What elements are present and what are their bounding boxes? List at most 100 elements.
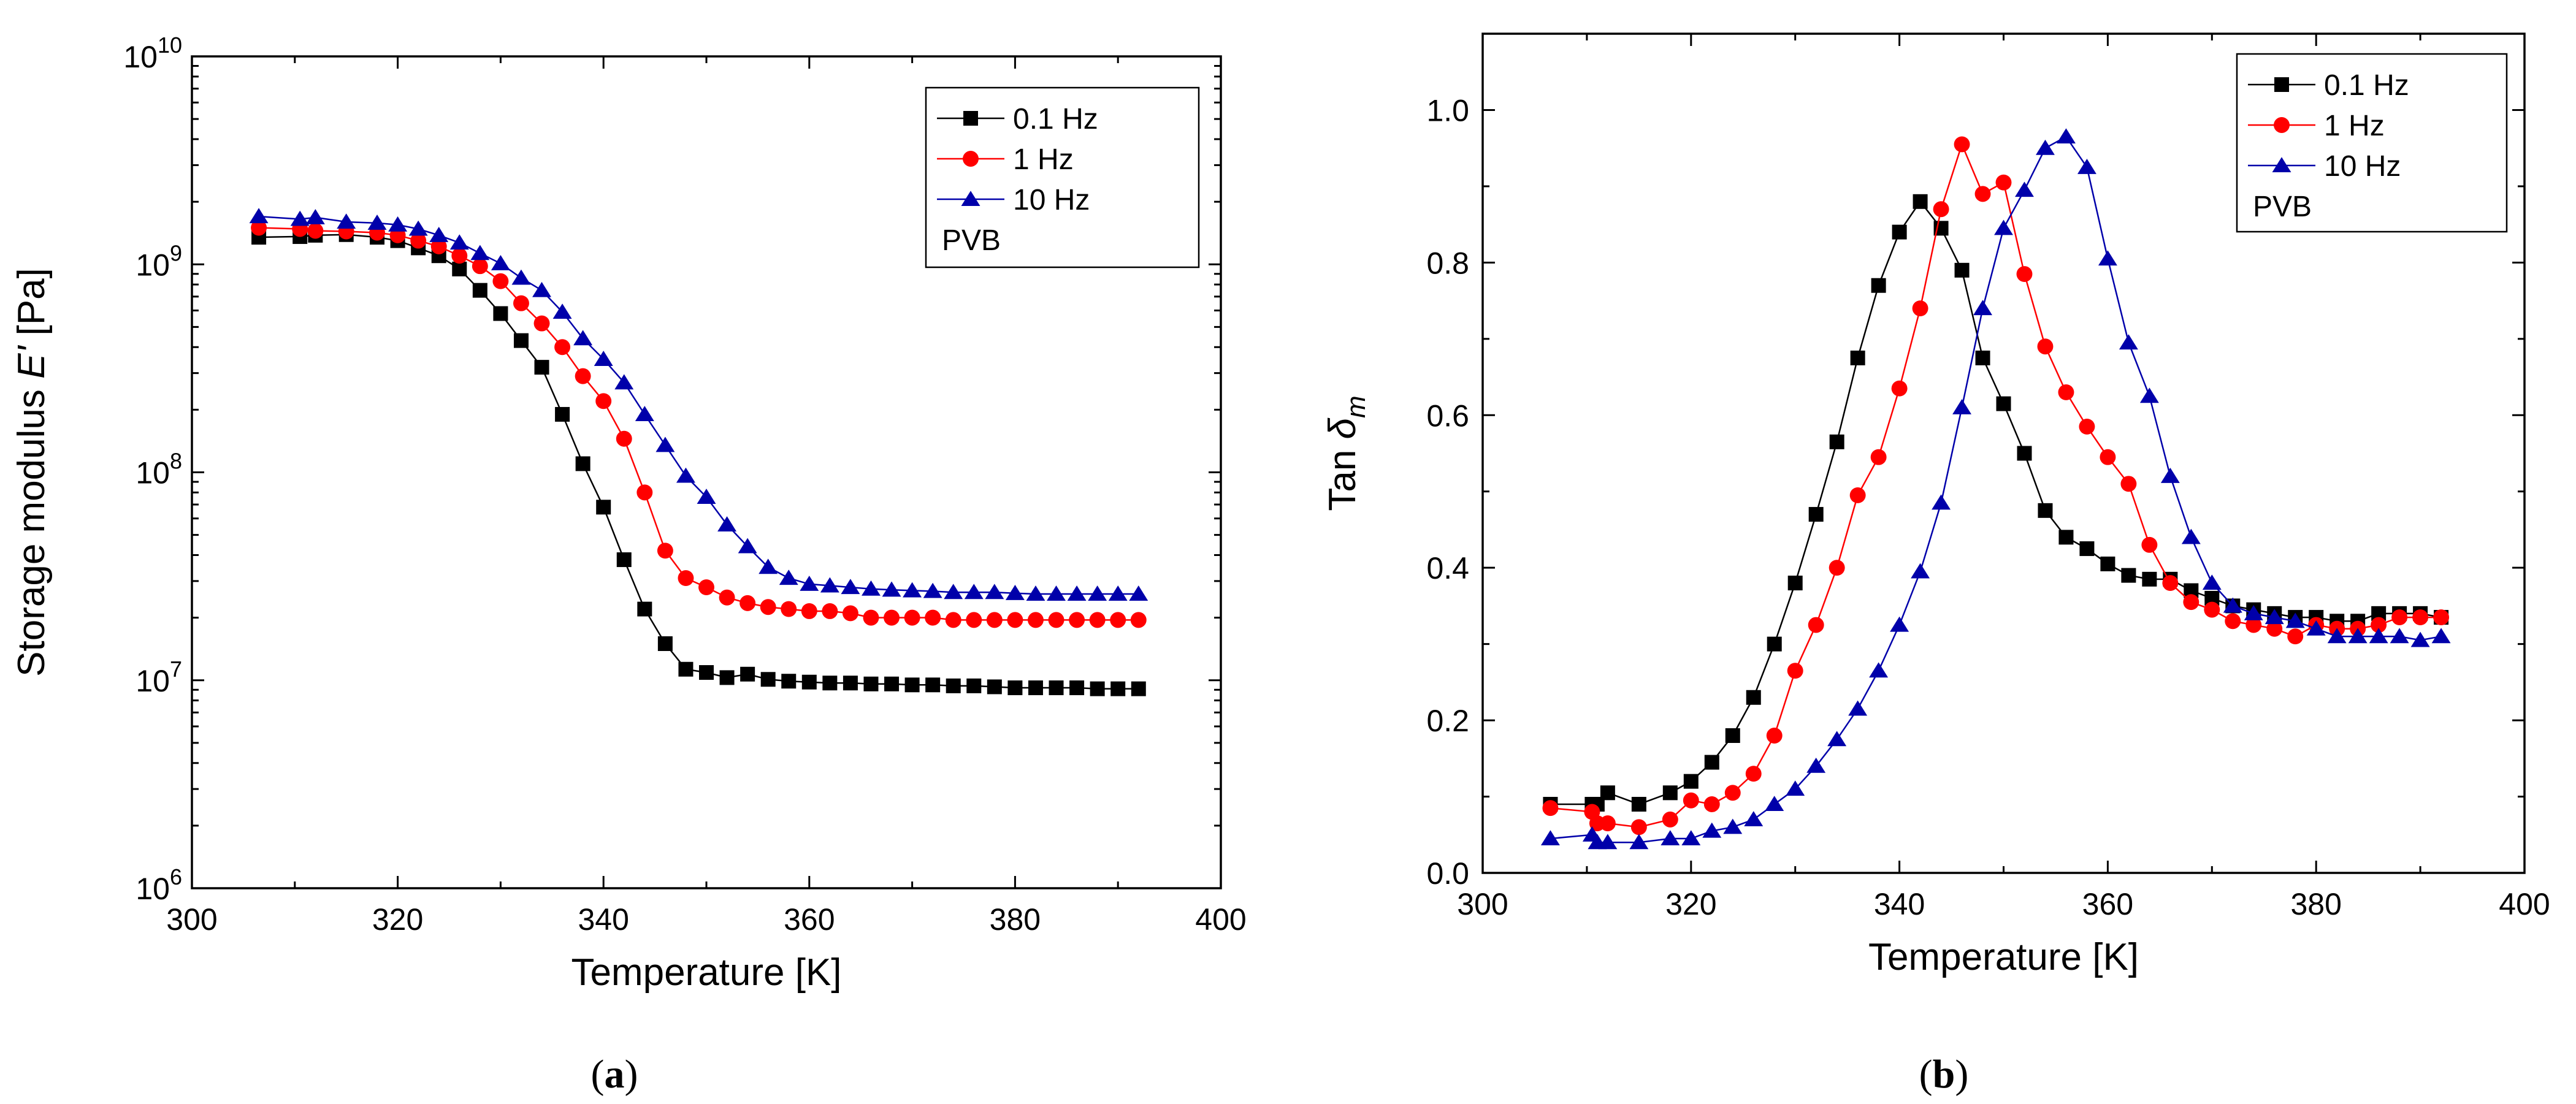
data-point [2244,605,2263,620]
data-point [1630,819,1647,836]
data-point [1829,434,1844,449]
data-point [1069,612,1085,628]
data-point [2121,568,2136,583]
data-point [1933,201,1949,218]
data-point [884,676,900,691]
plot-frame [191,55,1222,889]
data-point [657,542,673,559]
panel-a-caption: (a) [591,1052,638,1097]
data-point [1912,300,1928,316]
data-point [2410,631,2430,647]
y-tick-label: 106 [136,864,182,906]
panel-a-chart: 300 320 340 360 380 4001061071081091010Temper… [10,32,1247,994]
legend-label: 1 Hz [1013,143,1074,176]
data-point [2038,503,2053,518]
data-point [1662,811,1678,828]
data-point [2036,139,2055,155]
y-tick-base: 10 [136,248,170,282]
y-tick-label: 1010 [123,32,182,74]
data-point [513,333,529,348]
data-point [738,538,757,554]
data-point [337,213,356,229]
data-point [1787,576,1803,591]
data-point [781,601,797,617]
data-point [2287,628,2304,645]
data-point [1850,350,1865,365]
data-point [2160,468,2180,483]
data-point [573,330,593,346]
data-point [717,516,737,531]
data-point [1806,757,1826,773]
data-point [1911,563,1930,579]
data-point [1007,612,1023,628]
data-point [575,368,591,384]
data-point [1954,262,1970,278]
data-point [1975,350,1990,365]
data-point [1090,681,1105,696]
data-point [2079,418,2095,435]
data-point [1131,681,1146,696]
legend-label: 0.1 Hz [1013,103,1098,135]
y-axis-label-text: Storage modulus [10,379,53,677]
panel-b-caption-close: ) [1955,1052,1968,1097]
data-point [2015,181,2034,197]
data-point [2058,530,2074,545]
series-line [259,215,1139,595]
data-point [408,220,428,236]
data-point [307,223,324,239]
x-tick-label: 320 [1665,887,1716,921]
data-point [493,306,508,321]
series-10-hz [1540,128,2451,850]
data-point [862,580,881,596]
data-point [1631,796,1646,812]
plot-frame [1481,32,2526,874]
data-point [2142,571,2157,587]
data-point [1765,796,1784,812]
series-line [1550,135,2442,843]
data-point [492,273,509,289]
data-point [249,208,269,224]
data-point [251,219,267,236]
data-point [1745,766,1762,782]
panel-a-caption-close: ) [625,1052,638,1097]
data-point [1007,680,1023,696]
data-point [923,582,942,598]
data-point [1681,830,1701,846]
data-point [1767,636,1782,652]
x-tick-label: 380 [990,902,1041,937]
data-point [616,552,632,568]
data-point [595,393,612,409]
data-point [863,676,879,691]
x-tick-label: 340 [1874,887,1925,921]
data-point [2100,449,2116,465]
data-point [1827,731,1847,747]
data-point [449,234,469,250]
data-point [863,609,879,626]
data-point [1994,219,2013,235]
y-tick-label: 1.0 [1426,93,1469,128]
y-tick-exponent: 7 [170,657,182,682]
data-point [841,579,860,595]
data-point [1704,755,1719,770]
data-point [290,210,310,226]
x-tick-label: 340 [578,902,629,937]
y-tick-label: 0.8 [1426,246,1469,280]
data-point [2141,536,2158,553]
legend: 0.1 Hz 1 Hz 10 Hz PVB [925,86,1200,268]
data-point [986,612,1003,628]
data-point [820,577,839,593]
data-point [1787,663,1803,679]
x-tick-label: 380 [2290,887,2341,921]
x-axis-label: Temperature [K] [1868,936,2139,978]
data-point [1599,815,1616,832]
data-point [1049,680,1064,696]
data-point [2390,628,2409,644]
data-point [2139,387,2159,403]
x-tick-label: 400 [2499,887,2550,921]
data-point [1110,681,1126,696]
data-point [884,609,900,626]
data-point [987,679,1002,695]
data-point [555,406,570,422]
data-point [534,360,549,375]
data-point [2181,528,2201,544]
